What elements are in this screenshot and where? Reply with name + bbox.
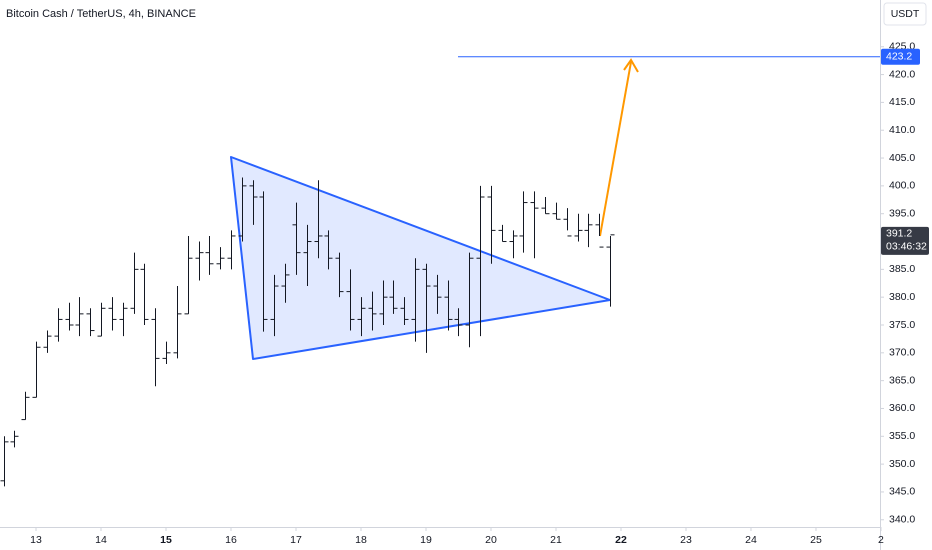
x-tick-label: 24: [745, 534, 757, 546]
y-tick-label: 355.0: [889, 430, 915, 442]
y-tick-label: 415.0: [889, 96, 915, 108]
last-price-box: [881, 226, 929, 255]
arrow-head: [623, 58, 639, 73]
triangle-pattern: [230, 156, 611, 360]
x-tick-label: 2: [878, 534, 884, 546]
x-tick-label: 19: [420, 534, 432, 546]
x-tick-label: 23: [680, 534, 692, 546]
y-tick-label: 345.0: [889, 486, 915, 498]
currency-button[interactable]: [883, 2, 927, 26]
y-tick-label: 365.0: [889, 374, 915, 386]
y-tick-label: 395.0: [889, 207, 915, 219]
y-tick-label: 380.0: [889, 291, 915, 303]
countdown: 03:46:32: [886, 241, 927, 253]
y-tick-label: 340.0: [889, 514, 915, 526]
price-line-label-box: [881, 48, 920, 65]
x-tick-label: 16: [225, 534, 237, 546]
bars: [0, 177, 615, 487]
x-tick-label: 15: [160, 534, 172, 546]
y-tick-label: 370.0: [889, 347, 915, 359]
price-line-label: 423.2: [886, 51, 912, 63]
projection-arrow: [599, 61, 632, 237]
x-tick-label: 22: [615, 534, 627, 546]
x-tick-label: 17: [290, 534, 302, 546]
x-tick-label: 20: [485, 534, 497, 546]
last-price-label: 391.2: [886, 228, 912, 240]
x-tick-label: 21: [550, 534, 562, 546]
x-tick-label: 18: [355, 534, 367, 546]
currency[interactable]: USDT: [891, 8, 920, 20]
y-tick-label: 400.0: [889, 180, 915, 192]
y-tick-label: 385.0: [889, 263, 915, 275]
x-tick-label: 25: [810, 534, 822, 546]
y-tick-label: 405.0: [889, 152, 915, 164]
x-tick-label: 14: [95, 534, 107, 546]
x-tick-label: 13: [30, 534, 42, 546]
y-tick-label: 350.0: [889, 458, 915, 470]
y-tick-label: 420.0: [889, 68, 915, 80]
y-tick-label: 375.0: [889, 319, 915, 331]
chart-title: Bitcoin Cash / TetherUS, 4h, BINANCE: [6, 8, 196, 20]
y-tick-label: 360.0: [889, 402, 915, 414]
y-tick-label: 410.0: [889, 124, 915, 136]
